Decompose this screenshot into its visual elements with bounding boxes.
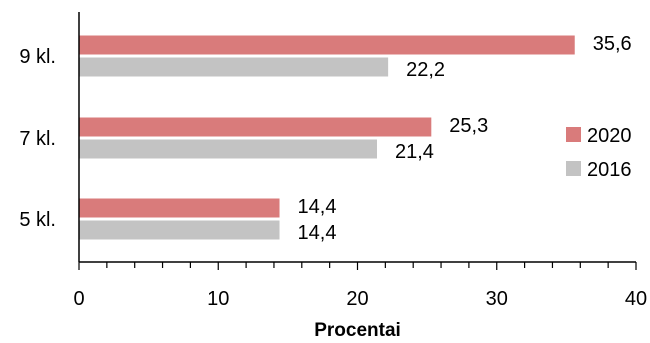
data-label-2020: 25,3 bbox=[449, 115, 488, 137]
x-ticks-group: 0 10 20 30 40 bbox=[73, 262, 647, 310]
data-label-2016: 21,4 bbox=[395, 141, 434, 163]
x-tick-label: 30 bbox=[486, 288, 508, 310]
bar-2020 bbox=[79, 35, 575, 55]
x-tick-label: 40 bbox=[625, 288, 647, 310]
bar-2016 bbox=[79, 220, 280, 240]
legend-label-2020: 2020 bbox=[587, 125, 632, 147]
bars-group: 35,6 25,3 14,4 22,2 21,4 14,4 bbox=[79, 33, 632, 244]
data-label-2016: 22,2 bbox=[406, 59, 445, 81]
bar-2016 bbox=[79, 57, 389, 77]
x-tick-label: 10 bbox=[207, 288, 229, 310]
data-label-2020: 35,6 bbox=[593, 33, 632, 55]
category-labels-group: 9 kl. 7 kl. 5 kl. bbox=[19, 46, 56, 231]
category-label: 5 kl. bbox=[19, 209, 56, 231]
category-label: 7 kl. bbox=[19, 128, 56, 150]
bar-2016 bbox=[79, 139, 377, 159]
bar-2020 bbox=[79, 117, 432, 137]
legend: 2020 2016 bbox=[566, 125, 632, 181]
category-label: 9 kl. bbox=[19, 46, 56, 68]
bar-2020 bbox=[79, 198, 280, 218]
legend-swatch-2020 bbox=[566, 127, 581, 142]
x-tick-label: 20 bbox=[346, 288, 368, 310]
x-tick-label: 0 bbox=[73, 288, 84, 310]
data-label-2016: 14,4 bbox=[298, 222, 337, 244]
x-axis-title: Procentai bbox=[314, 320, 401, 341]
legend-swatch-2016 bbox=[566, 161, 581, 176]
legend-label-2016: 2016 bbox=[587, 159, 632, 181]
data-label-2020: 14,4 bbox=[298, 196, 337, 218]
